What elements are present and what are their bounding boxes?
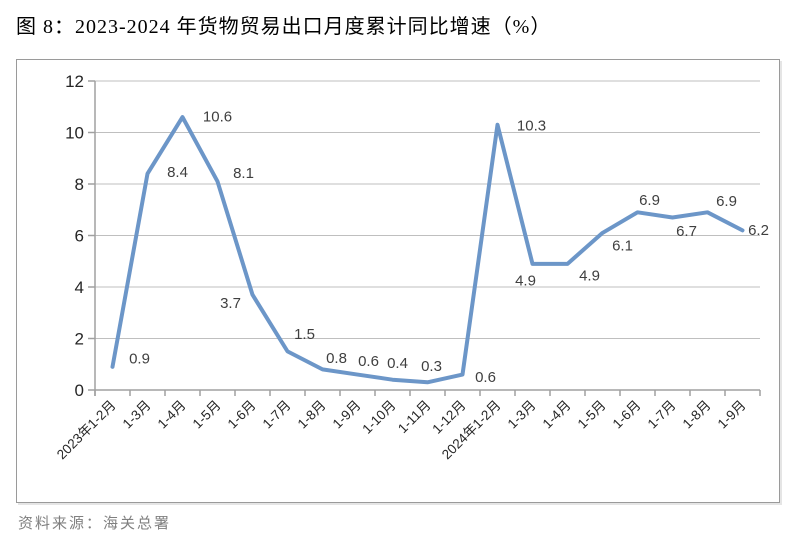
x-tick-label: 1-5月 — [575, 398, 609, 432]
data-label: 4.9 — [515, 272, 536, 289]
data-label: 3.7 — [220, 295, 241, 312]
data-label: 6.7 — [676, 223, 697, 240]
x-tick-label: 1-6月 — [610, 398, 644, 432]
data-label: 0.4 — [387, 355, 408, 372]
data-label: 0.6 — [475, 369, 496, 386]
x-tick-label: 1-6月 — [225, 398, 259, 432]
y-tick-label: 2 — [75, 330, 84, 349]
x-tick-label: 1-3月 — [120, 398, 154, 432]
data-label: 0.8 — [326, 350, 347, 367]
y-tick-label: 10 — [65, 124, 84, 143]
data-label: 1.5 — [294, 326, 315, 343]
data-label: 6.2 — [748, 222, 769, 239]
data-label: 0.9 — [129, 350, 150, 367]
x-tick-label: 1-9月 — [715, 398, 749, 432]
x-tick-label: 1-4月 — [540, 398, 574, 432]
x-tick-label: 2023年1-2月 — [54, 398, 119, 463]
y-tick-label: 6 — [75, 227, 84, 246]
data-label: 10.6 — [203, 109, 232, 126]
source-note: 资料来源：海关总署 — [18, 516, 172, 532]
data-label: 4.9 — [579, 267, 600, 284]
data-line — [110, 115, 745, 385]
data-label: 10.3 — [517, 117, 546, 134]
x-tick-label: 1-5月 — [190, 398, 224, 432]
x-tick-label: 1-8月 — [295, 398, 329, 432]
y-tick-label: 0 — [75, 381, 84, 400]
x-tick-label: 1-10月 — [359, 398, 398, 437]
x-tick-label: 1-7月 — [645, 398, 679, 432]
x-tick-label: 1-3月 — [505, 398, 539, 432]
data-label: 0.6 — [358, 353, 379, 370]
data-label: 6.1 — [612, 237, 633, 254]
data-label: 8.1 — [233, 165, 254, 182]
x-tick-label: 1-4月 — [155, 398, 189, 432]
data-label: 6.9 — [716, 193, 737, 210]
data-label: 8.4 — [167, 164, 188, 181]
y-tick-label: 8 — [75, 175, 84, 194]
y-tick-label: 12 — [65, 72, 84, 91]
data-label: 0.3 — [421, 358, 442, 375]
x-tick-label: 1-11月 — [395, 398, 434, 437]
chart-area: 0 2 4 6 8 10 12 2023年1-2月 1-3月 1-4月 1-5月 1-6月 1-7月 1-… — [16, 59, 780, 503]
y-tick-label: 4 — [75, 278, 84, 297]
x-tick-label: 1-7月 — [260, 398, 294, 432]
figure-title: 图 8：2023-2024 年货物贸易出口月度累计同比增速（%） — [16, 16, 552, 38]
data-label: 6.9 — [639, 192, 660, 209]
x-tick-label: 1-8月 — [680, 398, 714, 432]
